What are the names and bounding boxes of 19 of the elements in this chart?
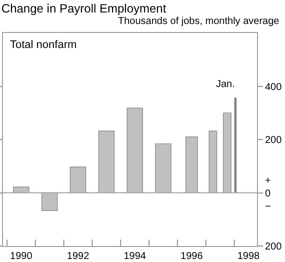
annotation: Total nonfarm <box>10 39 77 51</box>
bar <box>126 108 143 194</box>
y-tick-label: 400 <box>265 82 282 93</box>
chart-title: Change in Payroll Employment <box>1 1 167 16</box>
y-tick-label: + 0 − <box>265 175 271 212</box>
y-tick-label: 200 <box>265 135 282 146</box>
x-tick-label: 1990 <box>10 251 33 262</box>
bar <box>98 130 115 194</box>
x-tick-label: 1994 <box>124 251 146 262</box>
bar <box>41 192 58 211</box>
x-tick-label: 1996 <box>180 251 204 262</box>
annotation: Jan. <box>216 79 235 90</box>
x-tick-label: 1998 <box>237 251 260 262</box>
bar <box>13 186 30 194</box>
bar <box>70 166 86 194</box>
y-tick-label: 200 <box>265 242 282 252</box>
x-tick-label: 1992 <box>66 251 90 262</box>
bar <box>155 143 172 194</box>
y-axis-title: Thousands of jobs, monthly average <box>118 16 280 27</box>
